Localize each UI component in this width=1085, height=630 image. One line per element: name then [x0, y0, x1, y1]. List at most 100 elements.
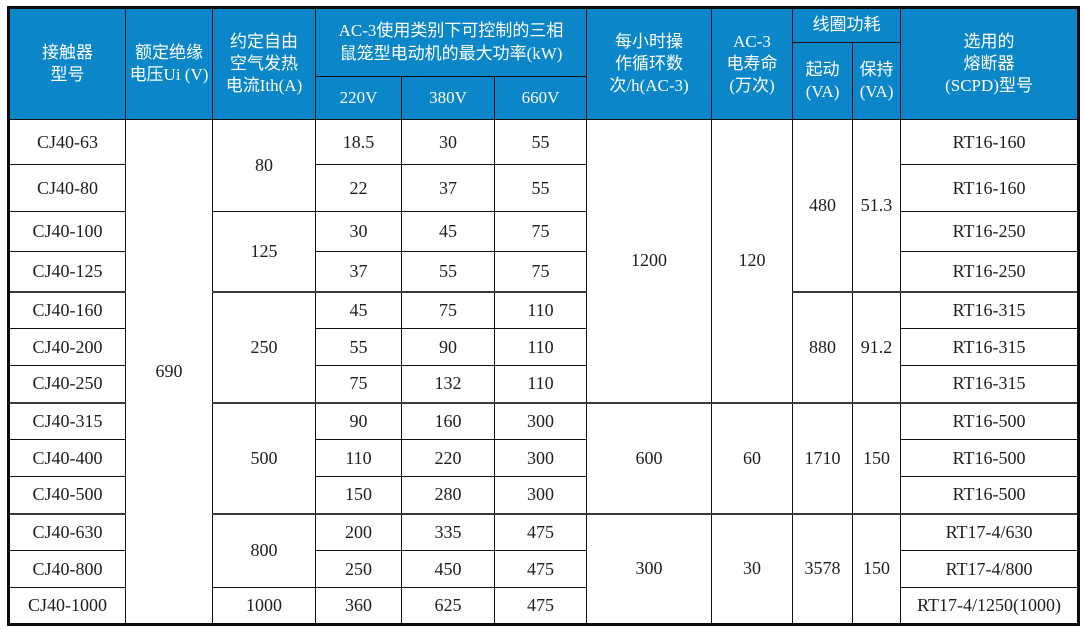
header-model-line2: 型号 — [50, 65, 85, 84]
header-coil-power-group: 线圈功耗 — [792, 7, 902, 43]
header-insulation-voltage: 额定绝缘 电压Ui (V) — [125, 7, 213, 120]
cell-kw-380: 160 — [401, 401, 495, 440]
cell-kw-660: 55 — [493, 119, 588, 165]
cell-fuse: RT17-4/630 — [900, 512, 1080, 551]
cell-coil-hold: 91.2 — [852, 290, 902, 403]
cell-kw-220: 37 — [315, 251, 402, 292]
cell-fuse: RT16-500 — [900, 476, 1080, 514]
table-row: CJ40-80 22 37 55 RT16-160 — [8, 164, 1080, 212]
header-model: 接触器 型号 — [8, 7, 126, 120]
cell-operating-cycles: 600 — [586, 401, 713, 514]
cell-model: CJ40-125 — [8, 251, 126, 292]
cell-coil-hold: 150 — [852, 512, 902, 625]
header-ith-line2: 空气发热 — [230, 53, 298, 73]
cell-kw-220: 200 — [315, 512, 402, 551]
table-row: CJ40-315 500 90 160 300 600 60 1710 150 … — [8, 401, 1080, 514]
cell-fuse: RT16-500 — [900, 439, 1080, 477]
cell-coil-start: 1710 — [792, 401, 854, 514]
header-ith-line3: 电流Ith(A) — [225, 76, 303, 96]
cell-kw-660: 110 — [493, 365, 588, 403]
cell-kw-380: 220 — [401, 439, 495, 477]
header-ops-line3: 次/h(AC-3) — [609, 76, 689, 96]
cell-kw-660: 55 — [493, 164, 588, 212]
header-voltage-line1: 额定绝缘 — [135, 42, 203, 62]
cell-model: CJ40-315 — [8, 401, 126, 440]
cell-fuse: RT17-4/1250(1000) — [900, 587, 1080, 625]
header-row-2: 起动 (VA) 保持 (VA) — [9, 42, 1079, 120]
table-row: CJ40-800 250 450 475 RT17-4/800 — [8, 550, 1080, 588]
cell-coil-start: 880 — [792, 290, 854, 403]
header-coil-start: 起动 (VA) — [792, 42, 854, 120]
cell-kw-660: 300 — [493, 439, 588, 477]
cell-model: CJ40-80 — [8, 164, 126, 212]
header-kw-380v: 380V — [401, 76, 495, 120]
cell-fuse: RT16-315 — [900, 290, 1080, 329]
table-row: CJ40-500 150 280 300 RT16-500 — [8, 476, 1080, 514]
cell-kw-220: 90 — [315, 401, 402, 440]
table-row: CJ40-63 690 80 18.5 30 55 1200 120 480 5… — [8, 119, 1080, 625]
table-row: CJ40-100 125 30 45 75 RT16-250 — [8, 211, 1080, 292]
cell-kw-660: 110 — [493, 290, 588, 329]
header-coil-hold-line1: 保持 — [859, 59, 894, 79]
cell-kw-380: 625 — [401, 587, 495, 625]
cell-operating-cycles: 1200 — [586, 119, 713, 403]
cell-fuse: RT16-315 — [900, 328, 1080, 366]
cell-kw-380: 280 — [401, 476, 495, 514]
cell-fuse: RT16-250 — [900, 251, 1080, 292]
table-body: CJ40-63 690 80 18.5 30 55 1200 120 480 5… — [8, 119, 1080, 625]
cell-fuse: RT16-500 — [900, 401, 1080, 440]
cell-model: CJ40-160 — [8, 290, 126, 329]
cell-model: CJ40-100 — [8, 211, 126, 252]
cell-kw-660: 300 — [493, 401, 588, 440]
cell-kw-380: 30 — [401, 119, 495, 165]
header-ops-line1: 每小时操 — [615, 31, 684, 51]
cell-electrical-life: 60 — [711, 401, 794, 514]
cell-kw-380: 75 — [401, 290, 495, 329]
cell-kw-660: 75 — [493, 251, 588, 292]
header-coil-group-label: 线圈功耗 — [812, 15, 881, 35]
cell-model: CJ40-63 — [8, 119, 126, 165]
cell-coil-start: 480 — [792, 119, 854, 292]
cell-kw-220: 110 — [315, 439, 402, 477]
cell-kw-220: 55 — [315, 328, 402, 366]
cell-kw-380: 37 — [401, 164, 495, 212]
header-life-line1: AC-3 — [733, 31, 771, 51]
cell-kw-220: 360 — [315, 587, 402, 625]
cell-model: CJ40-250 — [8, 365, 126, 403]
cell-fuse: RT16-160 — [900, 119, 1080, 165]
header-kw-660v: 660V — [493, 76, 588, 120]
cell-fuse: RT16-315 — [900, 365, 1080, 403]
cell-electrical-life: 30 — [711, 512, 794, 625]
cell-kw-380: 335 — [401, 512, 495, 551]
header-kw-line1: AC-3使用类别下可控制的三相 — [338, 21, 564, 41]
cell-coil-hold: 51.3 — [852, 119, 902, 292]
header-fuse: 选用的 熔断器 (SCPD)型号 — [900, 7, 1080, 120]
table-row: CJ40-400 110 220 300 RT16-500 — [8, 439, 1080, 477]
header-life-line2: 电寿命 — [726, 53, 778, 73]
cell-kw-660: 75 — [493, 211, 588, 252]
header-operating-cycles: 每小时操 作循环数 次/h(AC-3) — [586, 7, 713, 120]
cell-model: CJ40-500 — [8, 476, 126, 514]
cell-kw-380: 45 — [401, 211, 495, 252]
cell-kw-660: 475 — [493, 587, 588, 625]
header-max-power-group: AC-3使用类别下可控制的三相 鼠笼型电动机的最大功率(kW) — [314, 7, 588, 77]
table-row: CJ40-160 250 45 75 110 880 91.2 RT16-315 — [8, 290, 1080, 403]
cell-insulation-voltage: 690 — [125, 119, 213, 625]
cell-kw-220: 30 — [315, 211, 402, 252]
cell-coil-start: 3578 — [792, 512, 854, 625]
cell-kw-220: 150 — [315, 476, 402, 514]
header-model-line1: 接触器 — [42, 42, 93, 62]
header-life-line3: (万次) — [729, 76, 775, 96]
cell-electrical-life: 120 — [711, 119, 794, 403]
table-row: CJ40-250 75 132 110 RT16-315 — [8, 365, 1080, 403]
cell-fuse: RT16-250 — [900, 211, 1080, 252]
cell-ith: 1000 — [212, 587, 316, 625]
cell-kw-220: 250 — [315, 550, 402, 588]
cell-kw-380: 55 — [401, 251, 495, 292]
header-row-1: 接触器 型号 额定绝缘 电压Ui (V) 约定自由 空气发热 电流Ith(A) AC-3… — [8, 7, 1080, 120]
cell-kw-660: 475 — [493, 550, 588, 588]
cell-fuse: RT16-160 — [900, 164, 1080, 212]
cell-ith: 80 — [212, 119, 316, 212]
cell-ith: 250 — [212, 290, 316, 403]
